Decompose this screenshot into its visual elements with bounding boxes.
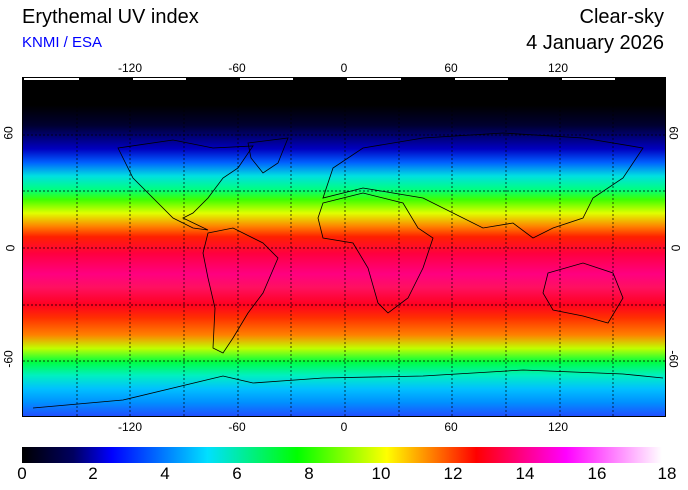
colorbar-label: 8: [304, 464, 314, 483]
lat-label-right: 0: [668, 244, 683, 252]
lon-label-top: 120: [547, 61, 569, 75]
colorbar-label: 16: [587, 464, 607, 483]
lon-label-bottom: 0: [340, 420, 348, 434]
lat-label-right: -60: [666, 350, 681, 368]
source-label: KNMI / ESA: [22, 34, 103, 51]
coastlines: [32, 132, 664, 409]
lat-label-left: 60: [1, 126, 16, 140]
lon-label-top: 60: [444, 61, 458, 75]
coast-africa: [317, 192, 434, 314]
colorbar-label: 0: [17, 464, 27, 483]
coast-australia: [542, 262, 624, 324]
lon-label-bottom: 120: [547, 420, 569, 434]
lon-label-bottom: -120: [117, 420, 143, 434]
date-label: 4 January 2026: [526, 32, 664, 54]
colorbar-label: 10: [371, 464, 391, 483]
colorbar-label: 18: [657, 464, 677, 483]
colorbar-label: 12: [443, 464, 463, 483]
lon-label-bottom: 60: [444, 420, 458, 434]
coast-eurasia: [322, 132, 644, 239]
colorbar-label: 4: [160, 464, 170, 483]
coast-south-america: [202, 227, 279, 354]
map-overlay: [23, 78, 667, 418]
lon-label-top: -60: [228, 61, 246, 75]
lat-label-right: 60: [666, 126, 681, 140]
colorbar: [22, 447, 662, 463]
lon-label-top: 0: [340, 61, 348, 75]
mode-label: Clear-sky: [579, 6, 664, 28]
uv-index-map: [22, 77, 667, 418]
lat-label-left: -60: [1, 350, 16, 368]
lat-label-left: 0: [3, 244, 18, 252]
colorbar-label: 14: [515, 464, 535, 483]
coast-north-america: [117, 139, 254, 231]
colorbar-label: 6: [232, 464, 242, 483]
map-title: Erythemal UV index: [22, 6, 199, 28]
colorbar-label: 2: [88, 464, 98, 483]
lon-label-top: -120: [117, 61, 143, 75]
coast-greenland: [247, 137, 289, 174]
coast-antarctica: [32, 369, 664, 409]
lon-label-bottom: -60: [228, 420, 246, 434]
graticule: [23, 78, 667, 418]
